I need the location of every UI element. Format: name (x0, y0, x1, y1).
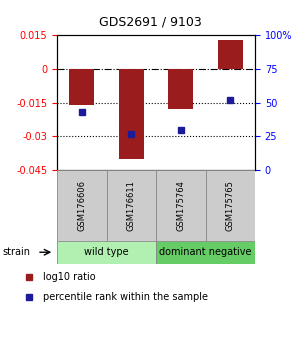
Text: strain: strain (3, 247, 31, 257)
Text: percentile rank within the sample: percentile rank within the sample (43, 292, 208, 302)
Bar (57, 241, 156, 264)
Bar (218, 40, 243, 69)
Bar (168, 69, 193, 109)
Bar (106, 170, 156, 241)
Text: GDS2691 / 9103: GDS2691 / 9103 (99, 16, 201, 29)
Text: GSM175765: GSM175765 (226, 180, 235, 231)
Text: log10 ratio: log10 ratio (43, 272, 96, 282)
Bar (206, 170, 255, 241)
Bar (119, 69, 144, 159)
Text: dominant negative: dominant negative (159, 247, 252, 257)
Text: GSM176606: GSM176606 (77, 180, 86, 231)
Bar (156, 241, 255, 264)
Bar (57, 170, 106, 241)
Bar (156, 170, 206, 241)
Text: GSM175764: GSM175764 (176, 180, 185, 231)
Bar (69, 69, 94, 105)
Text: wild type: wild type (84, 247, 129, 257)
Text: GSM176611: GSM176611 (127, 180, 136, 231)
